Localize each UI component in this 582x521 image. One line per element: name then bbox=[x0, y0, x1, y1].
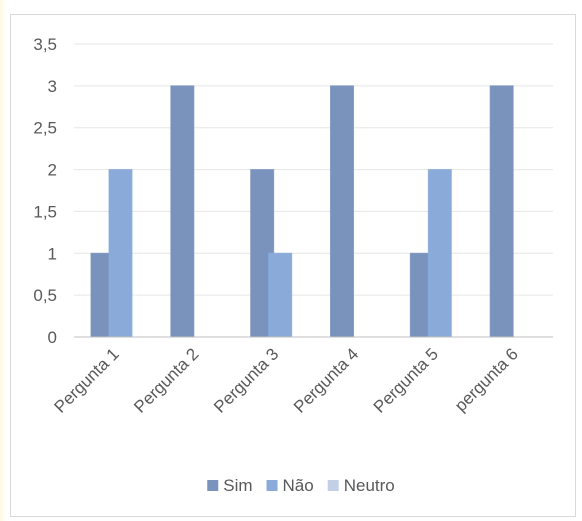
legend-swatch bbox=[327, 480, 339, 491]
y-tick-label: 0 bbox=[48, 328, 57, 347]
y-tick-label: 3 bbox=[48, 77, 57, 96]
bar-sim-4 bbox=[330, 85, 354, 338]
x-tick-label: Pergunta 5 bbox=[370, 344, 442, 416]
y-tick-label: 2,5 bbox=[33, 119, 57, 138]
x-tick-label: Pergunta 2 bbox=[130, 344, 202, 416]
bar-não-3 bbox=[268, 252, 293, 338]
x-tick-label: Pergunta 3 bbox=[210, 344, 282, 416]
x-tick-label: pergunta 6 bbox=[451, 344, 522, 415]
bar-não-5 bbox=[427, 169, 452, 338]
bars bbox=[90, 85, 514, 338]
legend-swatch bbox=[207, 480, 219, 491]
legend-swatch bbox=[266, 480, 278, 491]
legend-item-sim: Sim bbox=[207, 476, 253, 495]
y-tick-label: 3,5 bbox=[33, 35, 57, 54]
x-tick-label: Pergunta 1 bbox=[50, 344, 122, 416]
legend-label: Sim bbox=[223, 476, 252, 495]
legend-item-neutro: Neutro bbox=[327, 476, 395, 495]
chart-frame: 0 0,5 1 1,5 2 2,5 3 3,5 Pergunta 1 Pergunta 2 Per… bbox=[10, 14, 576, 517]
x-tick-label: Pergunta 4 bbox=[290, 344, 362, 416]
gridlines bbox=[74, 43, 553, 296]
x-axis-ticks: Pergunta 1 Pergunta 2 Pergunta 3 Pergunta 4… bbox=[50, 344, 521, 416]
legend-item-não: Não bbox=[266, 476, 314, 495]
y-tick-label: 1,5 bbox=[33, 202, 57, 221]
legend-label: Neutro bbox=[344, 476, 395, 495]
bar-chart: 00,511,522,533,5 Pergunta 1 Pergunta 2 Per… bbox=[33, 35, 553, 495]
bar-sim-2 bbox=[170, 85, 195, 338]
legend: Sim Não Neutro bbox=[207, 476, 395, 495]
y-axis-ticks: 0 0,5 1 1,5 2 2,5 3 3,5 bbox=[33, 35, 57, 347]
legend-label: Não bbox=[283, 476, 314, 495]
bar-não-1 bbox=[108, 169, 133, 338]
page-edge-accent bbox=[0, 0, 6, 521]
y-tick-label: 1 bbox=[48, 244, 57, 263]
y-tick-label: 0,5 bbox=[33, 286, 57, 305]
bar-sim-6 bbox=[489, 85, 514, 338]
y-tick-label: 2 bbox=[48, 161, 57, 180]
